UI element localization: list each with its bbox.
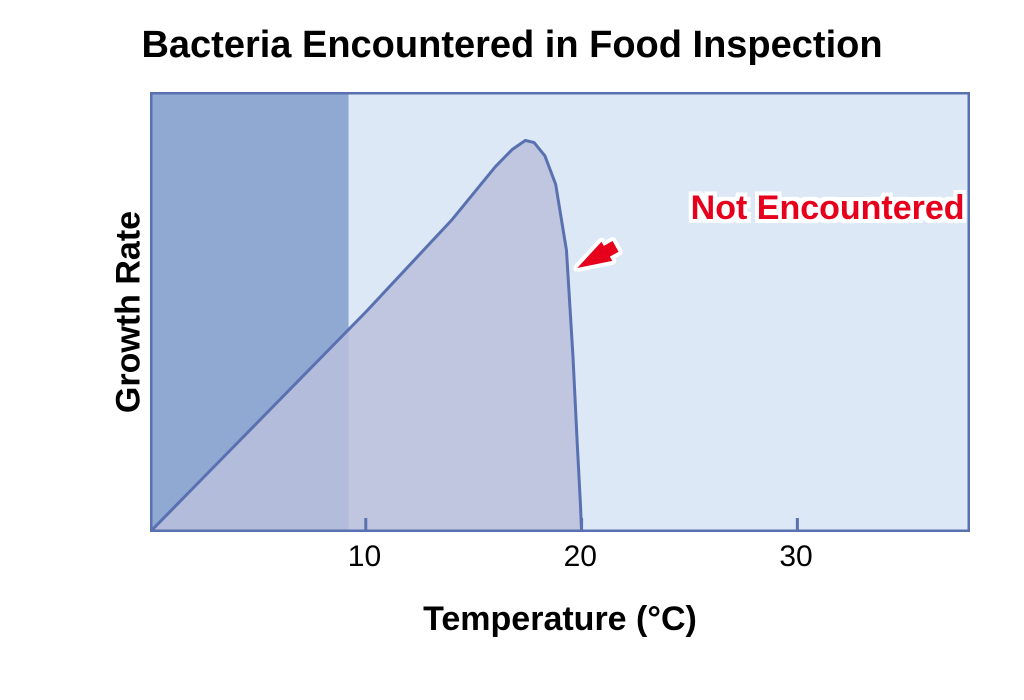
annotation-not-encountered: Not Encountered <box>691 189 965 228</box>
x-tick-20: 20 <box>564 540 597 574</box>
x-axis-label: Temperature (°C) <box>150 600 970 639</box>
x-tick-10: 10 <box>348 540 381 574</box>
x-tick-30: 30 <box>779 540 812 574</box>
plot-area <box>150 92 970 532</box>
y-axis-label: Growth Rate <box>110 211 149 413</box>
chart-title: Bacteria Encountered in Food Inspection <box>0 24 1024 67</box>
